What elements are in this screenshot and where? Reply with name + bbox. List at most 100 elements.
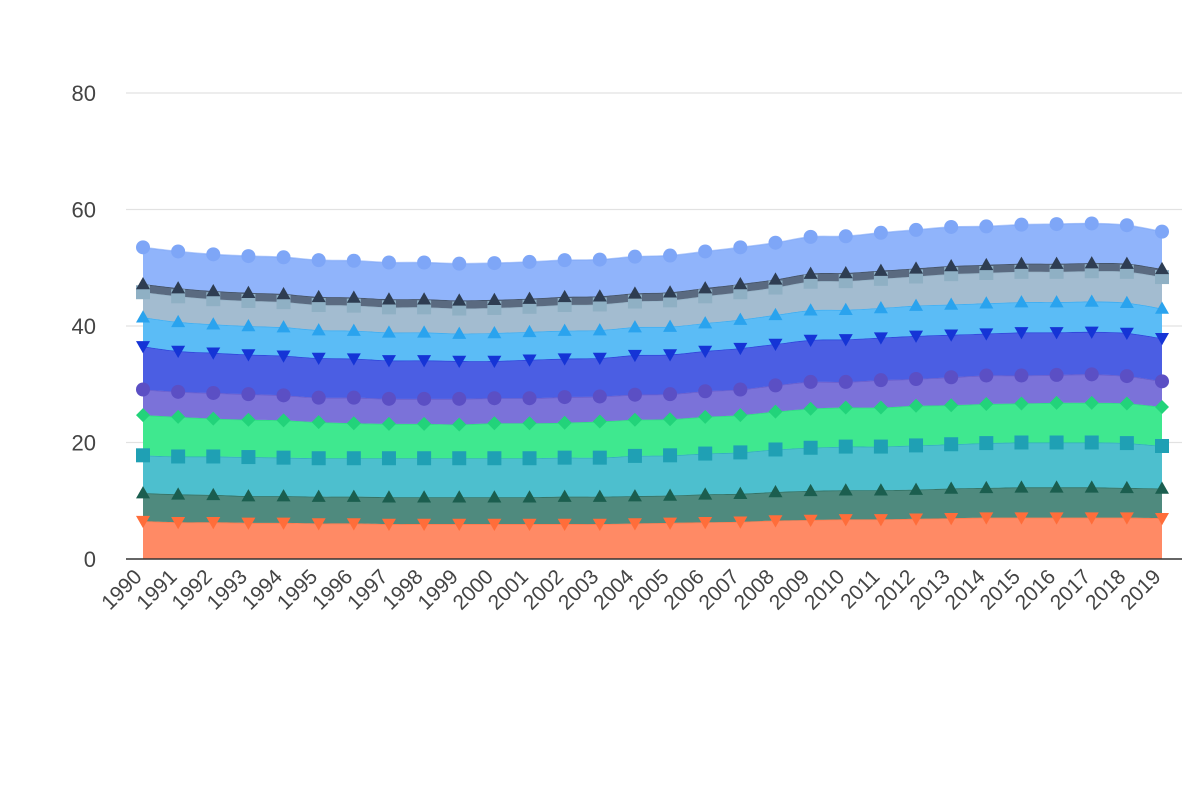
x-tick-label: 1991 [132,565,181,614]
x-tick-label: 1992 [168,565,217,614]
data-point-series-6 [522,354,537,367]
data-point-series-4 [873,400,888,415]
data-point-series-10 [452,256,467,271]
data-point-series-5 [838,374,853,389]
data-point-series-3 [276,450,291,465]
data-point-series-5 [592,389,607,404]
area-series-5 [143,374,1162,425]
data-point-series-6 [452,355,467,368]
data-point-series-9 [171,281,186,294]
data-point-series-9 [522,291,537,304]
data-point-series-6 [136,341,150,354]
data-point-series-5 [803,374,818,389]
data-point-series-4 [803,401,818,416]
data-point-series-1 [311,518,326,531]
data-point-series-10 [979,219,994,234]
x-tick-label: 2000 [449,565,498,614]
data-point-series-10 [803,229,818,244]
data-point-series-4 [487,416,502,431]
x-tick-label: 2016 [1011,565,1060,614]
data-point-series-6 [733,342,748,356]
data-point-series-4 [381,416,396,431]
data-point-series-5 [276,388,291,403]
data-point-series-1 [1049,512,1064,525]
data-point-series-7 [276,320,291,333]
data-point-series-6 [663,349,678,362]
data-point-series-10 [417,255,432,270]
data-point-series-5 [522,391,537,406]
data-point-series-4 [311,415,326,430]
area-series-4 [143,402,1162,459]
data-point-series-3 [1014,435,1029,450]
data-point-series-3 [909,438,924,453]
area-series-6 [143,331,1162,399]
data-point-series-3 [241,450,256,465]
data-point-series-4 [171,409,186,424]
data-point-series-10 [698,244,713,259]
data-point-series-6 [944,329,959,342]
data-point-series-6 [627,349,642,363]
area-series-3 [143,442,1162,498]
data-point-series-2 [276,489,291,502]
data-point-series-10 [1084,216,1099,231]
data-point-series-2 [487,490,502,503]
y-tick-label: 60 [72,198,96,223]
data-point-series-3 [663,448,678,463]
data-point-series-10 [768,235,783,250]
data-point-series-1 [733,516,748,529]
x-tick-label: 1997 [343,565,392,614]
data-point-series-10 [241,249,256,264]
data-point-series-9 [909,261,924,274]
data-point-series-1 [346,518,361,531]
data-point-series-9 [1155,261,1169,275]
data-point-series-7 [733,312,748,325]
data-point-series-3 [803,440,818,455]
data-point-series-1 [276,517,291,530]
x-tick-label: 2019 [1116,565,1165,614]
data-point-series-5 [381,391,396,406]
data-point-series-9 [768,272,783,285]
data-point-series-7 [381,325,396,338]
data-point-series-10 [1119,218,1134,233]
data-point-series-6 [487,355,502,368]
data-point-series-10 [346,253,361,268]
data-point-series-7 [1084,294,1099,307]
data-point-series-9 [417,292,432,305]
data-point-series-7 [487,325,502,339]
data-point-series-6 [206,347,221,360]
data-point-series-5 [698,384,713,399]
data-point-series-6 [979,328,994,341]
data-point-series-5 [206,385,221,400]
data-point-series-1 [1119,512,1134,525]
data-point-series-4 [522,416,537,431]
data-point-series-6 [768,338,783,352]
data-point-series-3 [1084,435,1099,450]
data-point-series-10 [276,250,291,265]
data-point-series-5 [311,390,326,405]
data-point-series-2 [417,490,432,503]
data-point-series-2 [381,490,396,503]
area-series-8 [143,271,1162,334]
data-point-series-5 [979,368,994,383]
data-point-series-1 [592,518,607,532]
data-point-series-7 [768,307,783,321]
data-point-series-6 [381,355,396,368]
data-point-series-5 [1119,369,1134,384]
x-tick-label: 1990 [97,565,146,614]
data-point-series-10 [873,225,888,240]
data-point-series-10 [838,229,853,244]
data-point-series-10 [1014,217,1029,232]
data-point-series-9 [663,285,678,298]
data-point-series-6 [241,349,256,362]
data-point-series-3 [1049,435,1064,450]
data-point-series-4 [1119,396,1134,411]
data-point-series-2 [1049,480,1064,493]
data-point-series-2 [944,481,959,494]
data-point-series-4 [663,412,678,427]
data-point-series-1 [979,512,994,525]
x-tick-label: 2014 [941,565,991,615]
x-tick-label: 1996 [308,565,357,614]
data-point-series-9 [487,292,502,306]
data-point-series-4 [557,415,572,430]
data-point-series-10 [381,255,396,270]
